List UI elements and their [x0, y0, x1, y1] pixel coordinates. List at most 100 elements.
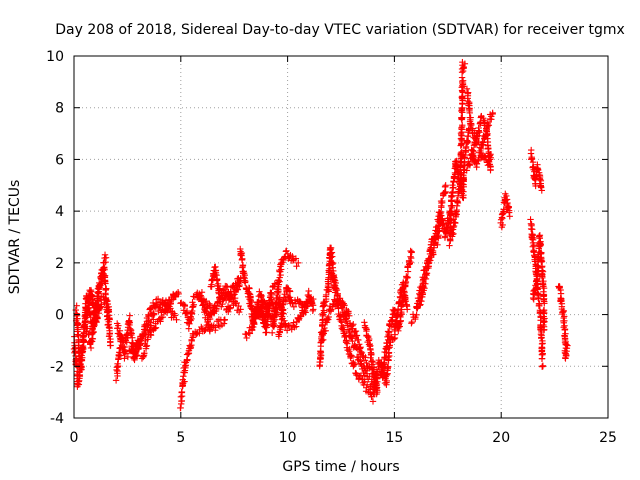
y-tick-label: 6: [55, 152, 64, 168]
data-point: [178, 389, 185, 396]
data-point: [167, 300, 174, 308]
data-point: [143, 342, 151, 349]
data-point: [189, 332, 197, 340]
data-point: [147, 332, 155, 339]
data-point: [268, 329, 276, 336]
data-point: [226, 305, 233, 312]
data-point: [106, 330, 113, 337]
data-point: [151, 325, 159, 332]
data-point: [122, 350, 130, 357]
data-point: [91, 307, 99, 315]
data-point: [126, 325, 134, 332]
data-point: [124, 353, 132, 361]
data-point: [93, 292, 101, 300]
data-point: [271, 280, 278, 287]
data-point: [162, 308, 169, 315]
data-point: [361, 319, 368, 326]
x-tick-label: 5: [176, 430, 185, 446]
data-point: [79, 343, 86, 351]
data-point: [107, 342, 114, 349]
data-point: [528, 155, 536, 162]
data-point: [182, 362, 190, 369]
data-point: [218, 292, 226, 299]
data-point: [189, 303, 197, 310]
x-tick-label: 25: [599, 430, 617, 446]
data-point: [135, 345, 142, 353]
data-point: [198, 296, 206, 304]
data-point: [407, 253, 414, 260]
data-point: [105, 316, 112, 323]
data-point: [121, 355, 128, 362]
y-tick-label: 0: [55, 308, 64, 324]
data-point: [199, 301, 207, 308]
data-point: [528, 235, 536, 243]
data-point: [147, 310, 155, 317]
data-point: [171, 312, 179, 319]
data-point: [213, 302, 221, 309]
data-point: [77, 360, 84, 368]
data-point: [213, 277, 220, 284]
x-tick-label: 20: [492, 430, 510, 446]
y-tick-label: -2: [50, 359, 64, 375]
data-point: [181, 378, 188, 385]
data-point: [93, 300, 100, 308]
data-point: [537, 183, 545, 190]
data-points: [70, 58, 571, 412]
data-point: [112, 377, 120, 384]
data-point: [223, 283, 230, 290]
data-point: [193, 331, 200, 338]
data-point: [403, 273, 410, 280]
data-point: [403, 301, 410, 309]
data-point: [442, 182, 449, 189]
data-point: [150, 311, 158, 318]
data-point: [115, 322, 122, 329]
chart-title: Day 208 of 2018, Sidereal Day-to-day VTE…: [55, 22, 625, 38]
x-tick-label: 15: [385, 430, 403, 446]
data-point: [283, 247, 290, 254]
data-point: [449, 184, 456, 192]
data-point: [121, 349, 128, 357]
x-tick-label: 0: [70, 430, 79, 446]
data-point: [206, 300, 213, 307]
data-point: [101, 272, 109, 279]
y-tick-label: 4: [55, 204, 64, 220]
data-point: [186, 320, 193, 328]
data-point: [529, 226, 536, 233]
y-tick-label: 8: [55, 101, 64, 117]
y-axis-label: SDTVAR / TECUs: [7, 180, 23, 295]
data-point: [240, 270, 247, 277]
y-tick-label: 2: [55, 256, 64, 272]
plot-frame: [73, 55, 609, 419]
data-point: [404, 268, 412, 275]
data-point: [167, 308, 175, 315]
data-point: [91, 317, 98, 324]
y-tick-label: 10: [46, 49, 64, 65]
data-point: [237, 306, 244, 313]
data-point: [235, 302, 242, 310]
data-point: [198, 289, 206, 296]
data-point: [235, 283, 243, 290]
data-point: [89, 335, 97, 343]
data-point: [369, 398, 377, 405]
x-axis-label: GPS time / hours: [282, 459, 399, 475]
data-point: [212, 307, 220, 315]
data-point: [539, 363, 547, 370]
data-point: [133, 351, 141, 359]
data-point: [102, 285, 110, 293]
data-point: [203, 310, 211, 317]
data-point: [127, 331, 135, 339]
data-point: [152, 300, 160, 308]
data-point: [173, 316, 180, 323]
data-point: [189, 307, 196, 315]
data-point: [538, 187, 545, 194]
data-point: [102, 254, 110, 261]
data-point: [527, 150, 535, 157]
data-point: [241, 279, 249, 286]
y-tick-label: -4: [50, 411, 64, 427]
data-point: [234, 286, 242, 293]
data-point: [94, 289, 101, 296]
data-point: [310, 306, 317, 313]
data-point: [172, 293, 179, 301]
data-point: [114, 363, 121, 371]
data-point: [117, 335, 125, 343]
